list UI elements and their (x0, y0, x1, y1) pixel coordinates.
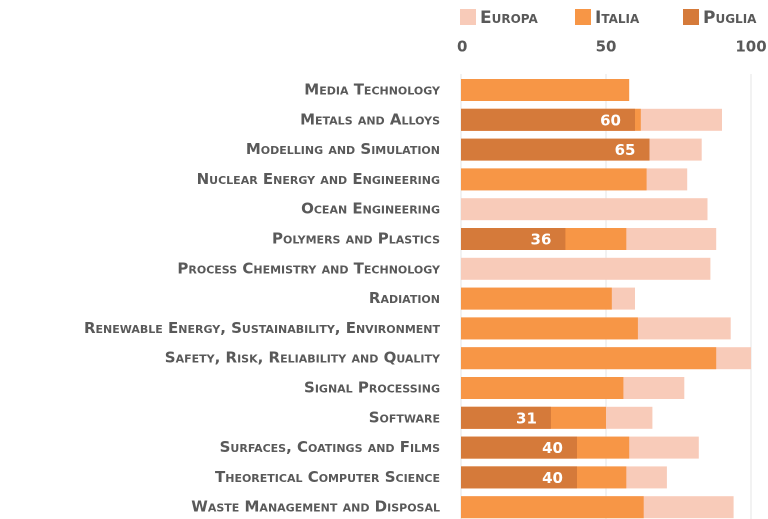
category-label: Radiation (369, 289, 440, 307)
legend-label: Italia (595, 8, 640, 28)
category-label: Ocean Engineering (301, 200, 440, 218)
category-label: Theoretical Computer Science (215, 468, 440, 486)
bar (461, 198, 708, 221)
bar (461, 377, 624, 399)
bar (461, 168, 647, 191)
bar (461, 466, 577, 489)
data-label: 65 (615, 141, 636, 159)
category-label: Modelling and Simulation (246, 140, 440, 158)
bar (461, 228, 566, 250)
legend-swatch (575, 9, 591, 25)
category-label: Media Technology (304, 81, 441, 99)
bar (461, 406, 551, 429)
category-label: Signal Processing (304, 379, 440, 397)
category-label: Waste Management and Disposal (191, 498, 440, 516)
category-label: Surfaces, Coatings and Films (220, 438, 440, 456)
bar (461, 496, 644, 519)
bar (461, 108, 635, 131)
data-label: 40 (542, 469, 563, 487)
data-label: 60 (600, 111, 621, 129)
bar (461, 138, 650, 161)
category-label: Safety, Risk, Reliability and Quality (165, 349, 441, 367)
legend-swatch (460, 9, 476, 25)
legend-label: Europa (480, 8, 538, 28)
data-label: 40 (542, 439, 563, 457)
bar (461, 317, 638, 340)
data-label: 31 (516, 409, 537, 427)
legend-label: Puglia (703, 8, 757, 28)
category-label: Process Chemistry and Technology (177, 259, 441, 277)
x-tick-label: 100 (735, 38, 766, 56)
bar (461, 347, 717, 370)
x-tick-label: 0 (457, 38, 467, 56)
data-label: 36 (531, 231, 552, 249)
bar (461, 287, 612, 310)
category-label: Nuclear Energy and Engineering (197, 170, 440, 188)
legend-swatch (683, 9, 699, 25)
bar (461, 79, 630, 101)
category-label: Polymers and Plastics (272, 230, 440, 248)
bar (461, 436, 577, 459)
category-label: Software (369, 408, 440, 426)
category-label: Metals and Alloys (300, 110, 440, 128)
category-label: Renewable Energy, Sustainability, Enviro… (84, 319, 441, 337)
x-tick-label: 50 (596, 38, 617, 56)
bar (461, 257, 711, 280)
